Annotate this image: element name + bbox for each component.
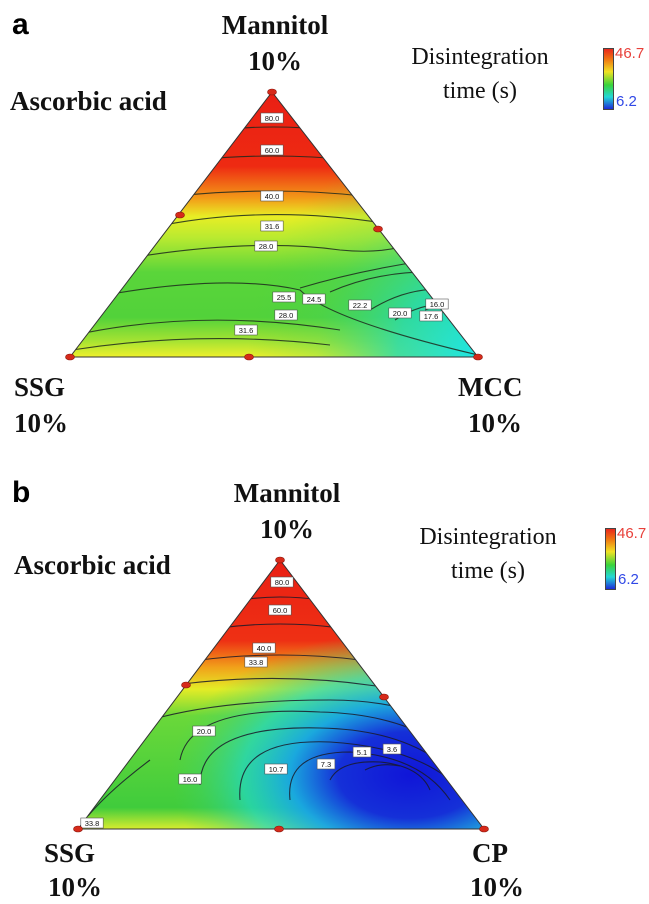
svg-text:22.2: 22.2: [353, 301, 368, 310]
contour-layer-b: [78, 560, 484, 829]
contour-label-a: 25.5: [272, 291, 296, 303]
design-point-b: [479, 825, 489, 833]
panel-letter-b: b: [12, 476, 31, 509]
vertex-right-level-b: 10%: [470, 872, 524, 902]
legend-title-line1-b: Disintegration: [419, 524, 557, 550]
vertex-top-level-b: 10%: [260, 514, 314, 544]
svg-text:20.0: 20.0: [197, 727, 212, 736]
contour-label-b: 16.0: [178, 773, 202, 785]
contour-label-a: 60.0: [260, 144, 284, 156]
panel-letter-a: a: [12, 8, 29, 41]
svg-text:20.0: 20.0: [393, 309, 408, 318]
svg-text:31.6: 31.6: [239, 326, 254, 335]
legend-title-a: Disintegration time (s): [390, 40, 570, 108]
ternary-plot-b: [76, 559, 486, 830]
svg-text:10.7: 10.7: [269, 765, 284, 774]
svg-text:3.6: 3.6: [387, 745, 397, 754]
svg-text:16.0: 16.0: [430, 300, 445, 309]
vertex-right-label-b: CP: [472, 838, 508, 868]
svg-text:24.5: 24.5: [307, 295, 322, 304]
contour-label-b: 7.3: [316, 758, 336, 770]
svg-text:80.0: 80.0: [275, 578, 290, 587]
svg-text:7.3: 7.3: [321, 760, 331, 769]
svg-text:60.0: 60.0: [265, 146, 280, 155]
vertex-left-level-b: 10%: [48, 872, 102, 902]
legend-title-b: Disintegration time (s): [398, 520, 578, 588]
color-max-b: 46.7: [617, 525, 647, 542]
design-point-b: [274, 825, 284, 833]
svg-text:40.0: 40.0: [265, 192, 280, 201]
design-point-b: [275, 556, 285, 564]
side-label-a: Ascorbic acid: [10, 86, 167, 116]
legend-title-line2-a: time (s): [443, 78, 517, 104]
svg-text:33.8: 33.8: [249, 658, 264, 667]
contour-label-a: 20.0: [388, 307, 412, 319]
contour-label-a: 16.0: [425, 298, 449, 310]
design-point-a: [473, 353, 483, 361]
vertex-left-level-a: 10%: [14, 408, 68, 438]
contour-label-b: 40.0: [252, 642, 276, 654]
design-point-a: [244, 353, 254, 361]
design-point-b: [181, 681, 191, 689]
contour-label-b: 20.0: [192, 725, 216, 737]
contour-label-a: 31.6: [234, 324, 258, 336]
contour-label-a: 22.2: [348, 299, 372, 311]
svg-text:80.0: 80.0: [265, 114, 280, 123]
svg-text:5.1: 5.1: [357, 748, 367, 757]
side-label-b: Ascorbic acid: [14, 550, 171, 580]
design-point-b: [73, 825, 83, 833]
contour-label-a: 80.0: [260, 112, 284, 124]
svg-text:16.0: 16.0: [183, 775, 198, 784]
svg-text:28.0: 28.0: [259, 242, 274, 251]
color-bar-b: [605, 528, 616, 590]
design-point-a: [65, 353, 75, 361]
svg-text:25.5: 25.5: [277, 293, 292, 302]
contour-label-a: 28.0: [254, 240, 278, 252]
contour-label-a: 40.0: [260, 190, 284, 202]
svg-text:33.8: 33.8: [85, 819, 100, 828]
svg-text:31.6: 31.6: [265, 222, 280, 231]
vertex-left-label-b: SSG: [44, 838, 96, 868]
vertex-top-label-b: Mannitol: [233, 478, 341, 508]
contour-label-b: 80.0: [270, 576, 294, 588]
contour-label-a: 31.6: [260, 220, 284, 232]
contour-label-b: 33.8: [244, 656, 268, 668]
contour-label-b: 10.7: [264, 763, 288, 775]
contour-label-a: 28.0: [274, 309, 298, 321]
vertex-top-level-a: 10%: [248, 46, 302, 76]
vertex-left-label-a: SSG: [14, 372, 66, 402]
svg-text:17.6: 17.6: [424, 312, 439, 321]
color-min-a: 6.2: [616, 93, 637, 110]
color-max-a: 46.7: [615, 45, 645, 62]
contour-label-a: 24.5: [302, 293, 326, 305]
svg-text:40.0: 40.0: [257, 644, 272, 653]
legend-title-line2-b: time (s): [451, 558, 525, 584]
vertex-right-level-a: 10%: [468, 408, 522, 438]
contour-label-b: 33.8: [80, 817, 104, 829]
contour-label-b: 60.0: [268, 604, 292, 616]
design-point-b: [379, 693, 389, 701]
svg-text:28.0: 28.0: [279, 311, 294, 320]
contour-label-a: 17.6: [419, 310, 443, 322]
legend-title-line1-a: Disintegration: [411, 44, 549, 70]
vertex-right-label-a: MCC: [458, 372, 523, 402]
color-bar-a: [603, 48, 614, 110]
design-point-a: [175, 211, 185, 219]
design-point-a: [373, 225, 383, 233]
design-point-a: [267, 88, 277, 96]
contour-label-b: 5.1: [352, 746, 372, 758]
vertex-top-label-a: Mannitol: [221, 10, 329, 40]
contour-label-b: 3.6: [382, 743, 402, 755]
svg-text:60.0: 60.0: [273, 606, 288, 615]
color-min-b: 6.2: [618, 571, 639, 588]
